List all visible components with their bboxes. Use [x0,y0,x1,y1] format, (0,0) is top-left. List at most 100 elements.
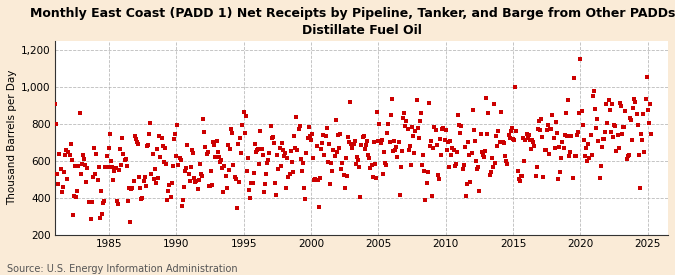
Point [392,155,403,159]
Point [514,179,525,184]
Point [492,144,503,148]
Point [225,146,236,151]
Point [377,172,388,176]
Point [333,146,344,150]
Point [408,134,418,138]
Point [455,131,466,135]
Point [178,197,188,202]
Point [78,153,88,158]
Point [113,168,124,172]
Point [594,176,605,180]
Point [279,154,290,158]
Point [582,159,593,163]
Point [76,162,87,166]
Point [240,131,250,135]
Point [207,183,217,187]
Point [440,128,451,133]
Point [386,97,397,101]
Point [369,162,380,167]
Point [54,152,65,156]
Point [252,147,263,151]
Point [433,177,444,182]
Point [228,163,239,167]
Point [374,122,385,126]
Point [201,152,212,157]
Point [458,163,469,167]
Point [391,145,402,150]
Point [640,97,651,101]
Point [117,136,128,140]
Point [146,172,157,176]
Point [134,174,144,179]
Point [255,129,266,134]
Point [567,175,578,180]
Point [430,128,441,132]
Point [385,113,396,117]
Point [541,128,552,133]
Point [126,186,136,191]
Point [487,165,498,169]
Point [520,138,531,142]
Point [394,193,405,197]
Point [533,127,543,131]
Point [180,169,190,173]
Point [323,160,333,164]
Point [560,133,570,137]
Point [523,133,534,138]
Point [570,154,581,159]
Point [466,151,477,156]
Point [171,154,182,159]
Point [551,131,562,136]
Point [484,173,495,178]
Point [80,163,90,167]
Point [401,119,412,123]
Point [518,136,529,140]
Point [172,123,183,127]
Point [132,142,143,146]
Point [609,123,620,128]
Point [220,173,231,178]
Point [196,174,207,178]
Point [624,116,635,120]
Point [350,162,361,166]
Point [357,135,368,140]
Point [612,133,623,137]
Point [511,129,522,133]
Point [152,147,163,151]
Point [183,172,194,177]
Point [546,127,557,131]
Point [279,151,290,155]
Point [587,153,597,157]
Point [477,153,488,157]
Point [580,146,591,150]
Point [211,139,222,143]
Point [198,117,209,122]
Point [174,156,185,160]
Point [356,143,367,148]
Point [597,137,608,141]
Point [344,140,354,145]
Point [165,194,176,199]
Point [506,129,516,133]
Point [452,150,462,154]
Point [83,200,94,205]
Point [196,171,207,176]
Point [495,110,506,114]
Point [313,204,324,209]
Point [474,189,485,194]
Point [296,156,306,161]
Point [111,199,122,203]
Point [599,137,610,142]
Point [593,139,604,143]
Point [92,177,103,182]
Point [119,158,130,162]
Point [626,117,637,122]
Point [587,94,598,98]
Point [97,212,107,216]
Point [128,178,139,183]
Point [213,155,224,160]
Point [118,152,129,156]
Point [151,181,161,185]
Point [71,194,82,199]
Point [450,164,460,168]
